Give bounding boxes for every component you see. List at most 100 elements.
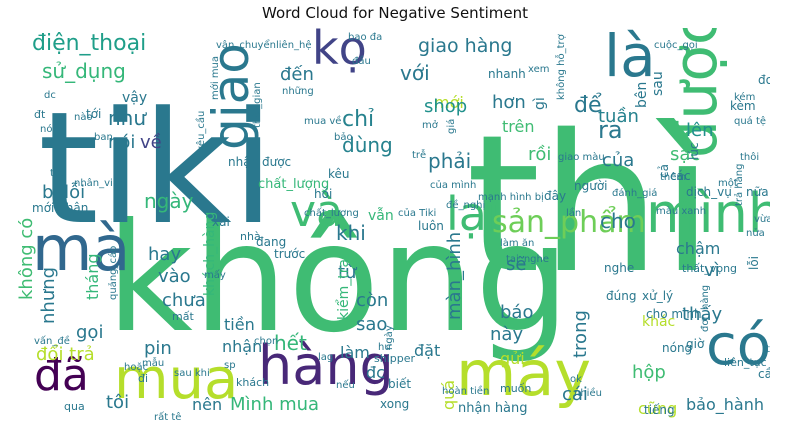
word-158: nhiều bbox=[574, 387, 602, 399]
word-70: đặt bbox=[414, 341, 440, 360]
word-75: hộp bbox=[632, 362, 666, 383]
word-103: tới bbox=[86, 107, 101, 121]
word-49: còn bbox=[356, 290, 388, 311]
word-16: sản_phẩm bbox=[492, 204, 646, 240]
word-69: làm bbox=[340, 343, 370, 362]
word-126: nhà bbox=[240, 230, 261, 243]
word-111: đúng bbox=[606, 289, 636, 303]
word-92: nữa bbox=[746, 185, 769, 199]
word-6: mình bbox=[646, 182, 770, 245]
word-101: gì bbox=[532, 97, 548, 110]
word-64: pin bbox=[144, 338, 172, 359]
word-56: gửi bbox=[500, 349, 525, 368]
word-59: chậm bbox=[676, 239, 720, 258]
word-110: nghe bbox=[604, 261, 634, 275]
word-112: xử_lý bbox=[642, 289, 673, 303]
word-90: mới nhận bbox=[32, 201, 88, 215]
word-2: thì bbox=[466, 94, 714, 315]
word-168: vận_chuyển bbox=[216, 38, 276, 51]
word-81: đc bbox=[366, 363, 385, 382]
word-77: cái bbox=[562, 384, 588, 405]
word-21: đến bbox=[280, 64, 314, 85]
word-66: nhận bbox=[222, 337, 262, 356]
word-184: mạnh hình bị bbox=[478, 191, 544, 203]
word-115: nóng bbox=[662, 341, 692, 355]
word-159: tăng bbox=[766, 344, 770, 355]
word-9: hàng bbox=[258, 334, 394, 397]
word-171: mấy bbox=[204, 269, 226, 281]
word-91: dịch_vụ bbox=[686, 185, 732, 199]
word-74: Mình mua bbox=[230, 394, 319, 415]
word-175: mở bbox=[422, 119, 439, 131]
word-79: kiểm_tra bbox=[335, 259, 352, 320]
word-76: cũng bbox=[638, 399, 677, 418]
word-38: của bbox=[602, 150, 634, 171]
word-93: người bbox=[574, 179, 608, 193]
chart-title: Word Cloud for Negative Sentiment bbox=[262, 4, 528, 22]
word-99: đơ bbox=[758, 73, 770, 87]
word-122: đi bbox=[138, 372, 148, 385]
word-96: lúc bbox=[687, 142, 701, 160]
word-95: cả bbox=[657, 164, 671, 178]
word-178: rất tệ bbox=[154, 411, 181, 420]
word-176: trễ bbox=[412, 148, 426, 161]
word-172: mẫu bbox=[142, 356, 164, 369]
word-33: ra bbox=[598, 116, 623, 144]
word-57: thấy bbox=[682, 304, 722, 325]
word-167: đánh_giá bbox=[612, 187, 657, 199]
word-106: hỏi bbox=[314, 187, 332, 201]
word-102: vậy bbox=[122, 90, 147, 106]
word-164: tai_nghe bbox=[506, 254, 549, 265]
word-4: là bbox=[604, 28, 656, 90]
word-1: tiki bbox=[38, 78, 275, 259]
word-139: thêm bbox=[660, 171, 686, 183]
word-183: không hỗ_trợ bbox=[554, 33, 567, 100]
word-140: màu xanh bbox=[656, 205, 706, 217]
word-55: trong bbox=[570, 310, 591, 358]
word-24: như bbox=[108, 106, 147, 130]
word-105: luôn bbox=[418, 219, 444, 233]
word-182: đề_nghị bbox=[446, 199, 485, 211]
word-130: nó bbox=[40, 123, 52, 135]
word-83: biết bbox=[388, 377, 411, 391]
word-136: đầu bbox=[352, 55, 371, 67]
word-120: liên_tục bbox=[724, 356, 767, 369]
word-127: shipper bbox=[374, 352, 415, 365]
word-15: đã bbox=[34, 350, 89, 401]
word-116: thất_vọng bbox=[682, 262, 737, 275]
word-28: dùng bbox=[342, 133, 393, 157]
word-177: giá bbox=[445, 119, 457, 134]
word-80: khách_hàng bbox=[202, 212, 218, 296]
word-40: sau bbox=[650, 71, 666, 96]
word-181: lag bbox=[318, 352, 333, 363]
word-43: không có bbox=[18, 218, 37, 300]
word-98: kèm bbox=[730, 99, 756, 113]
word-145: của mình bbox=[430, 179, 476, 191]
word-62: tháng bbox=[83, 253, 102, 300]
word-119: cần bbox=[758, 367, 770, 381]
word-29: phải bbox=[428, 149, 471, 173]
word-160: cuộc_gọi bbox=[654, 39, 698, 51]
word-11: giao bbox=[202, 43, 260, 150]
word-87: vẫn bbox=[368, 207, 394, 224]
word-141: đơn hàng bbox=[699, 285, 711, 332]
word-134: liên_hệ bbox=[276, 39, 312, 51]
word-14: và bbox=[290, 186, 343, 237]
word-22: mới bbox=[434, 93, 464, 112]
word-63: gọi bbox=[76, 322, 103, 343]
word-108: đang bbox=[256, 235, 286, 249]
word-32: rồi bbox=[528, 144, 551, 165]
word-107: kêu bbox=[328, 167, 350, 181]
word-165: lần bbox=[566, 207, 581, 219]
word-170: ban bbox=[94, 132, 113, 143]
word-144: của Tiki bbox=[398, 207, 436, 219]
word-143: vấn_đề bbox=[34, 335, 70, 347]
word-129: dc bbox=[44, 90, 56, 101]
word-47: vào bbox=[158, 266, 191, 287]
word-60: khác bbox=[642, 314, 675, 330]
word-85: tiếng bbox=[644, 403, 675, 417]
word-186: thôi bbox=[740, 151, 759, 163]
word-132: tốt bbox=[50, 167, 64, 179]
word-162: xem bbox=[528, 64, 550, 75]
word-36: lên bbox=[686, 120, 713, 141]
